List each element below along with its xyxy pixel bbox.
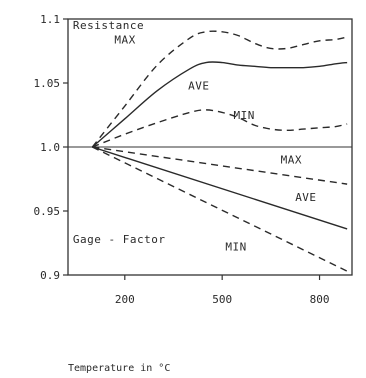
x-axis-label: Temperature in °C: [68, 363, 170, 374]
resistance-min-line: [92, 109, 348, 148]
annotation-layer: MAX AVE MIN MAX AVE MIN Resistance Gage - Facto…: [73, 19, 316, 254]
resistance-ave-line: [91, 61, 348, 148]
x-tick-label: 200: [115, 293, 135, 306]
gage-factor-group-label: Gage - Factor: [73, 233, 166, 246]
resistance-min-label: MIN: [234, 109, 255, 122]
gage-factor-min-label: MIN: [225, 241, 246, 254]
x-tick-label: 500: [212, 293, 232, 306]
gage-factor-min-line: [92, 146, 348, 272]
y-tick-label: 0.9: [40, 269, 60, 282]
gage-factor-max-line: [92, 146, 348, 185]
resistance-max-label: MAX: [114, 33, 135, 46]
y-tick-label: 0.95: [34, 205, 61, 218]
gage-factor-ave-line: [92, 146, 348, 230]
series-layer: [91, 30, 348, 272]
resistance-group-label: Resistance: [73, 19, 144, 32]
y-tick-label: 1.05: [34, 77, 61, 90]
resistance-max-line: [91, 30, 348, 148]
x-axis: 200 500 800: [115, 275, 330, 306]
y-tick-label: 1.0: [40, 141, 60, 154]
y-tick-label: 1.1: [40, 13, 60, 26]
x-tick-label: 800: [310, 293, 330, 306]
resistance-ave-label: AVE: [188, 79, 209, 92]
gage-factor-ave-label: AVE: [295, 191, 316, 204]
gage-factor-max-label: MAX: [281, 154, 302, 167]
y-axis: 0.9 0.95 1.0 1.05 1.1: [34, 13, 68, 282]
